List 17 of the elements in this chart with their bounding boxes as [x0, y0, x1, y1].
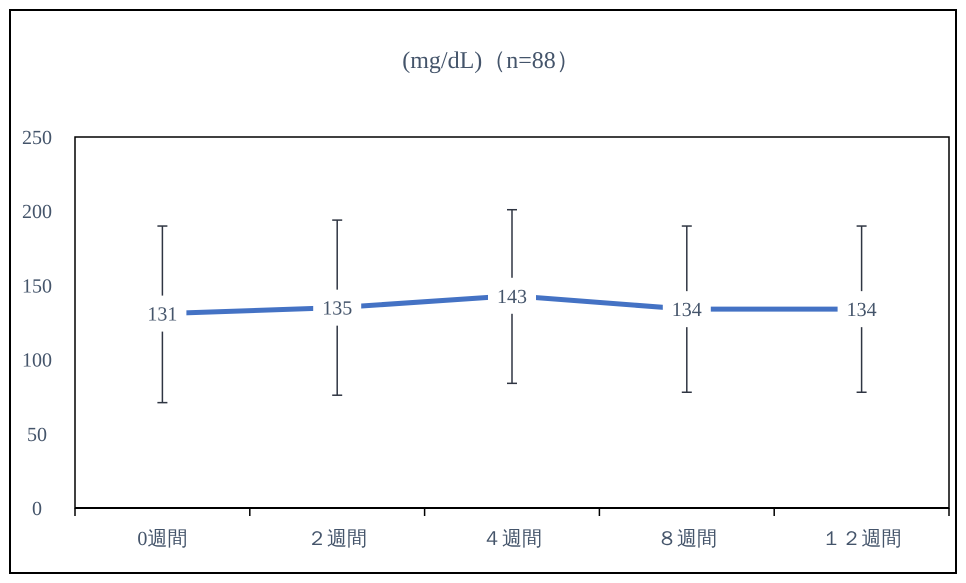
data-label: 135	[322, 298, 352, 320]
x-tick-label: ８週間	[656, 528, 717, 550]
data-label: 134	[846, 299, 877, 322]
y-tick-label: 150	[22, 275, 52, 298]
y-tick-label: 0	[32, 498, 42, 520]
y-tick-label: 200	[22, 201, 52, 224]
y-tick-label: 250	[22, 127, 52, 149]
chart-title: (mg/dL)（n=88）	[402, 48, 580, 74]
data-label: 134	[672, 299, 702, 322]
y-tick-label: 100	[22, 350, 52, 372]
x-tick-label: １２週間	[822, 528, 902, 550]
x-tick-label: ４週間	[482, 528, 542, 550]
data-label: 143	[497, 286, 527, 308]
y-tick-label: 50	[27, 424, 47, 446]
x-tick-label: ２週間	[307, 528, 368, 550]
data-label: 131	[147, 304, 178, 326]
x-tick-label: 0週間	[137, 528, 188, 550]
